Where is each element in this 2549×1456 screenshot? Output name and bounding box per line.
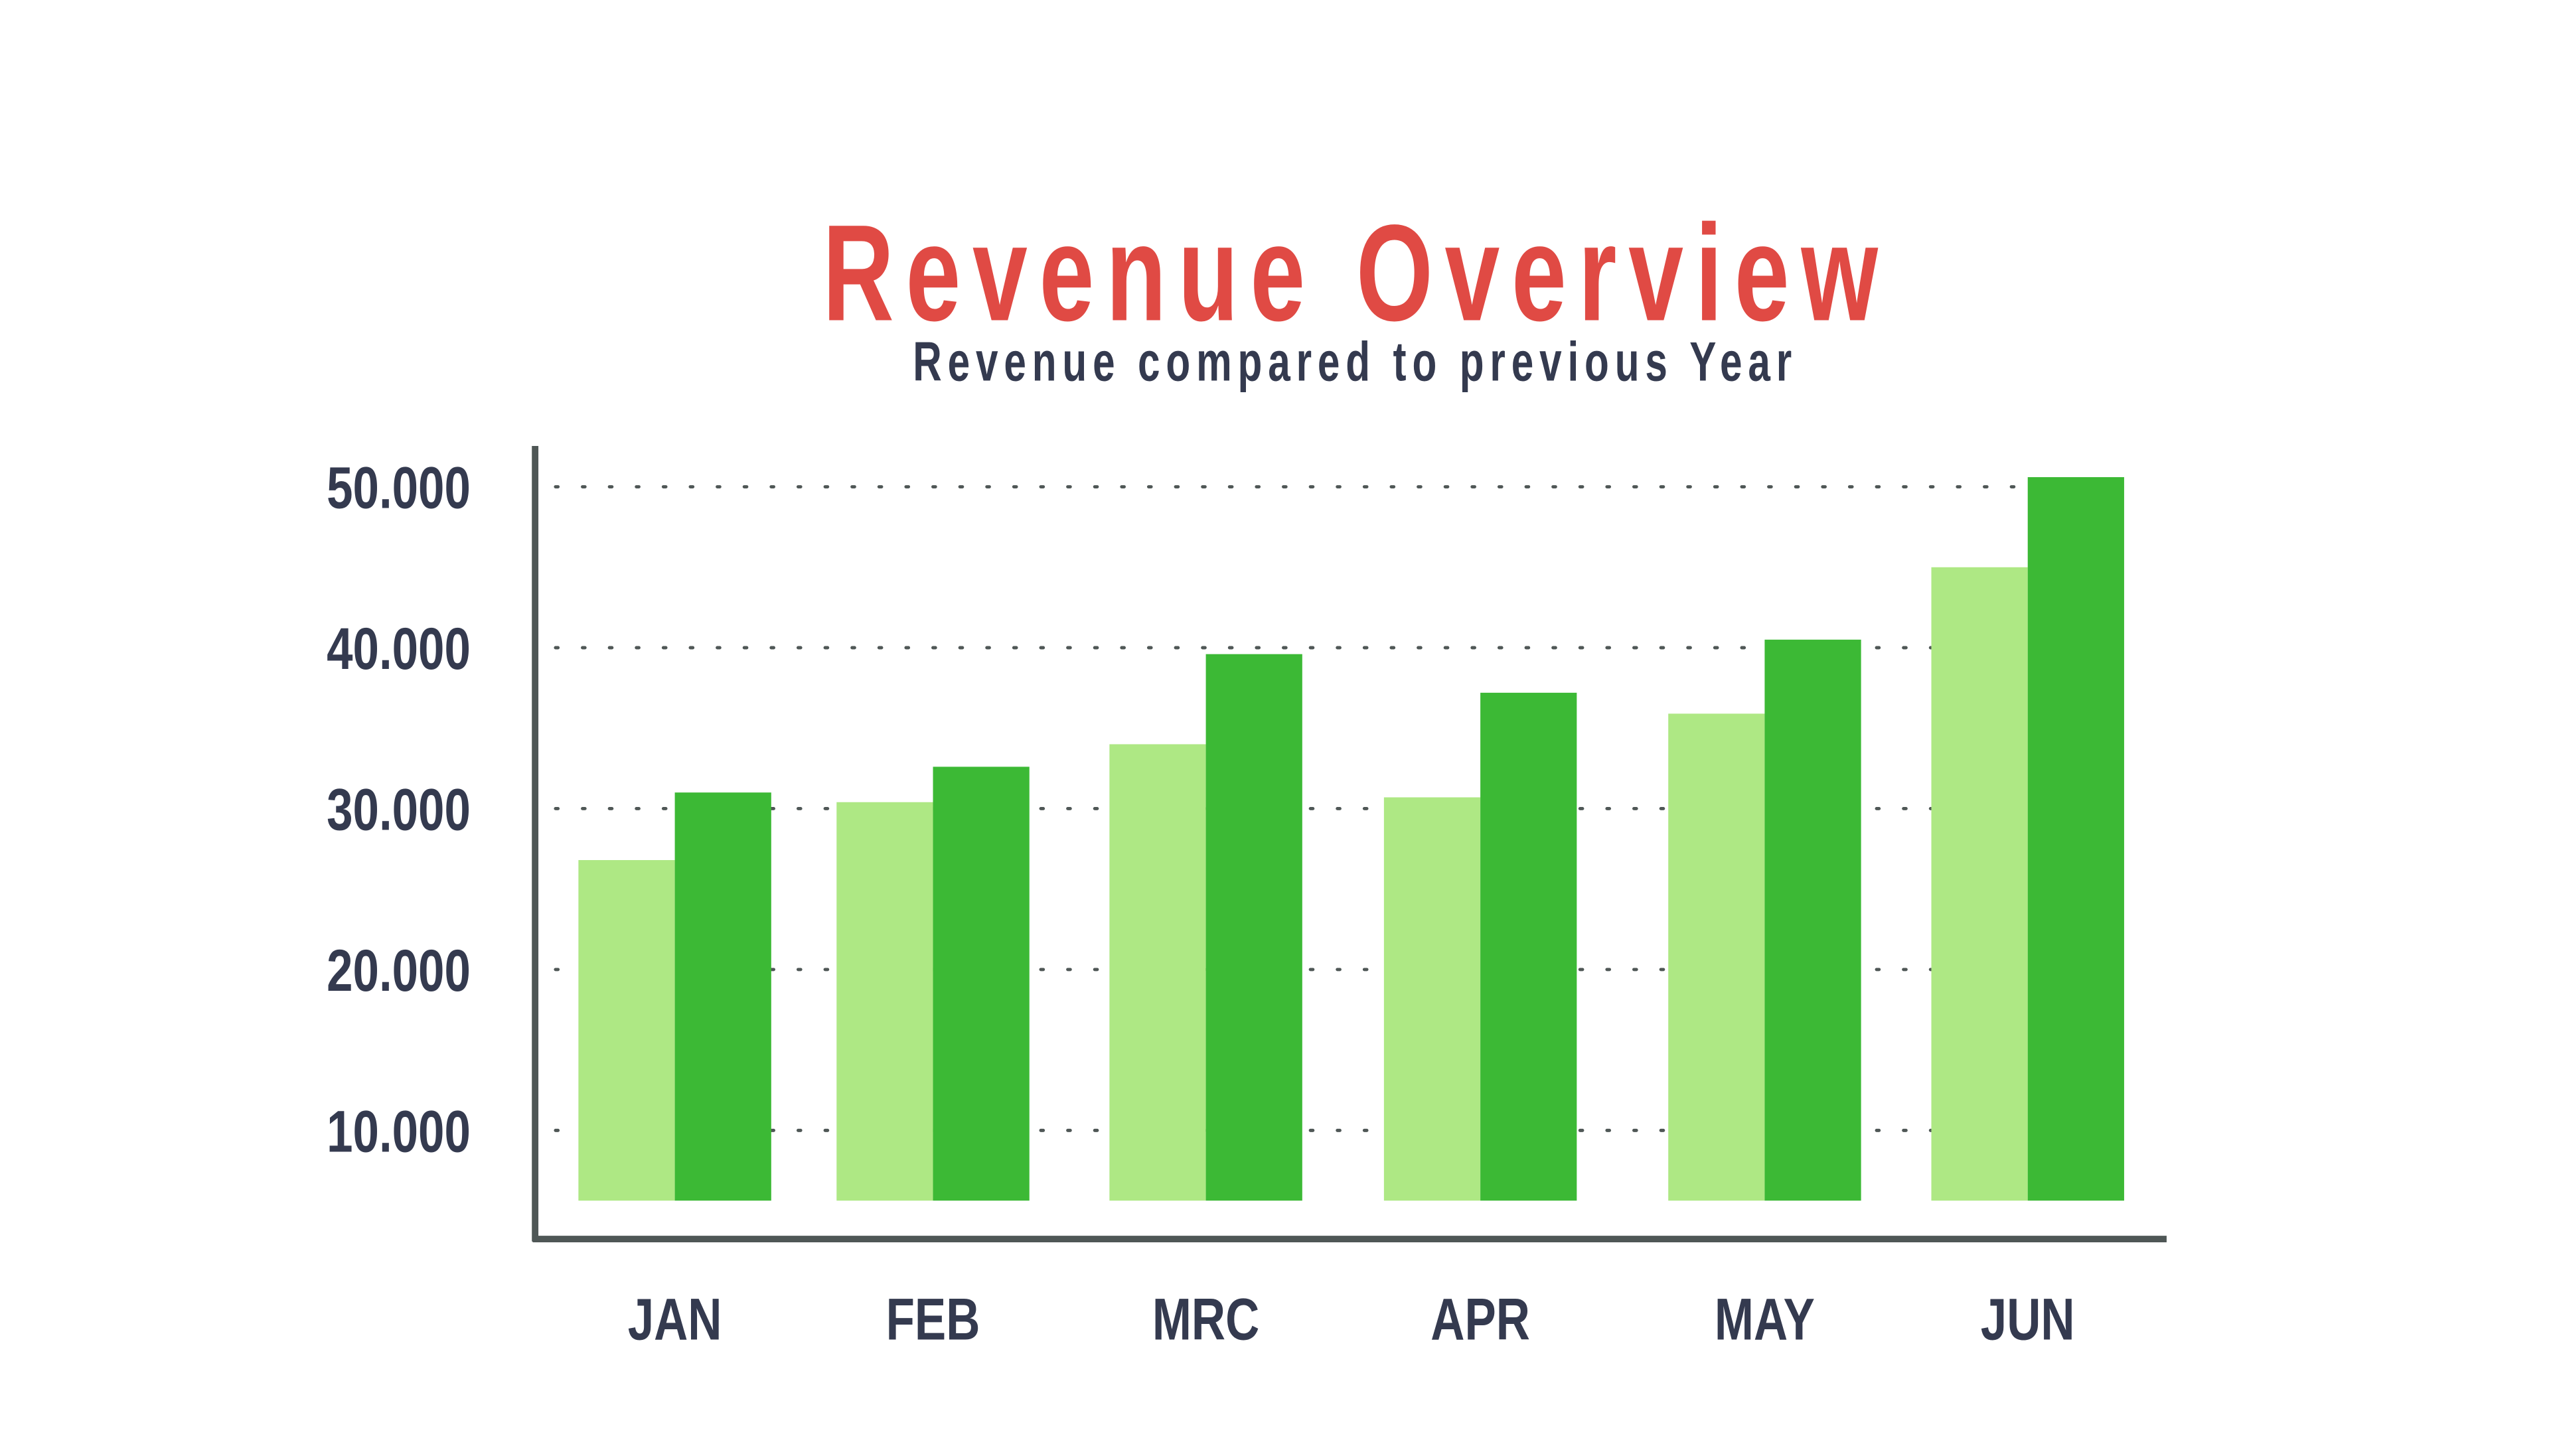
bar-may-series-1 [1668,713,1765,1201]
y-tick-label: 20.000 [327,938,471,1003]
bar-jun-series-2 [2027,476,2124,1201]
x-tick-label: MAY [1715,1287,1815,1352]
bar-feb-series-1 [836,802,933,1201]
x-tick-label: FEB [886,1287,980,1352]
chart-title: Revenue Overview [822,196,1890,350]
y-tick-label: 30.000 [327,777,471,843]
bar-mrc-series-2 [1205,654,1302,1201]
chart-subtitle: Revenue compared to previous Year [913,331,1798,394]
bar-jun-series-1 [1931,567,2028,1201]
bar-apr-series-2 [1480,692,1577,1201]
bar-mrc-series-1 [1109,744,1206,1201]
x-tick-label: APR [1430,1287,1530,1352]
bar-jan-series-1 [578,860,675,1201]
x-tick-label: JAN [628,1287,722,1352]
bar-jan-series-2 [674,792,771,1201]
y-tick-label: 10.000 [327,1099,471,1165]
bar-may-series-2 [1764,639,1861,1201]
y-tick-label: 40.000 [327,616,471,682]
bar-feb-series-2 [933,766,1030,1201]
x-tick-label: JUN [1981,1287,2075,1352]
bar-apr-series-1 [1383,797,1481,1201]
x-tick-label: MRC [1152,1287,1259,1352]
y-tick-label: 50.000 [327,455,471,521]
